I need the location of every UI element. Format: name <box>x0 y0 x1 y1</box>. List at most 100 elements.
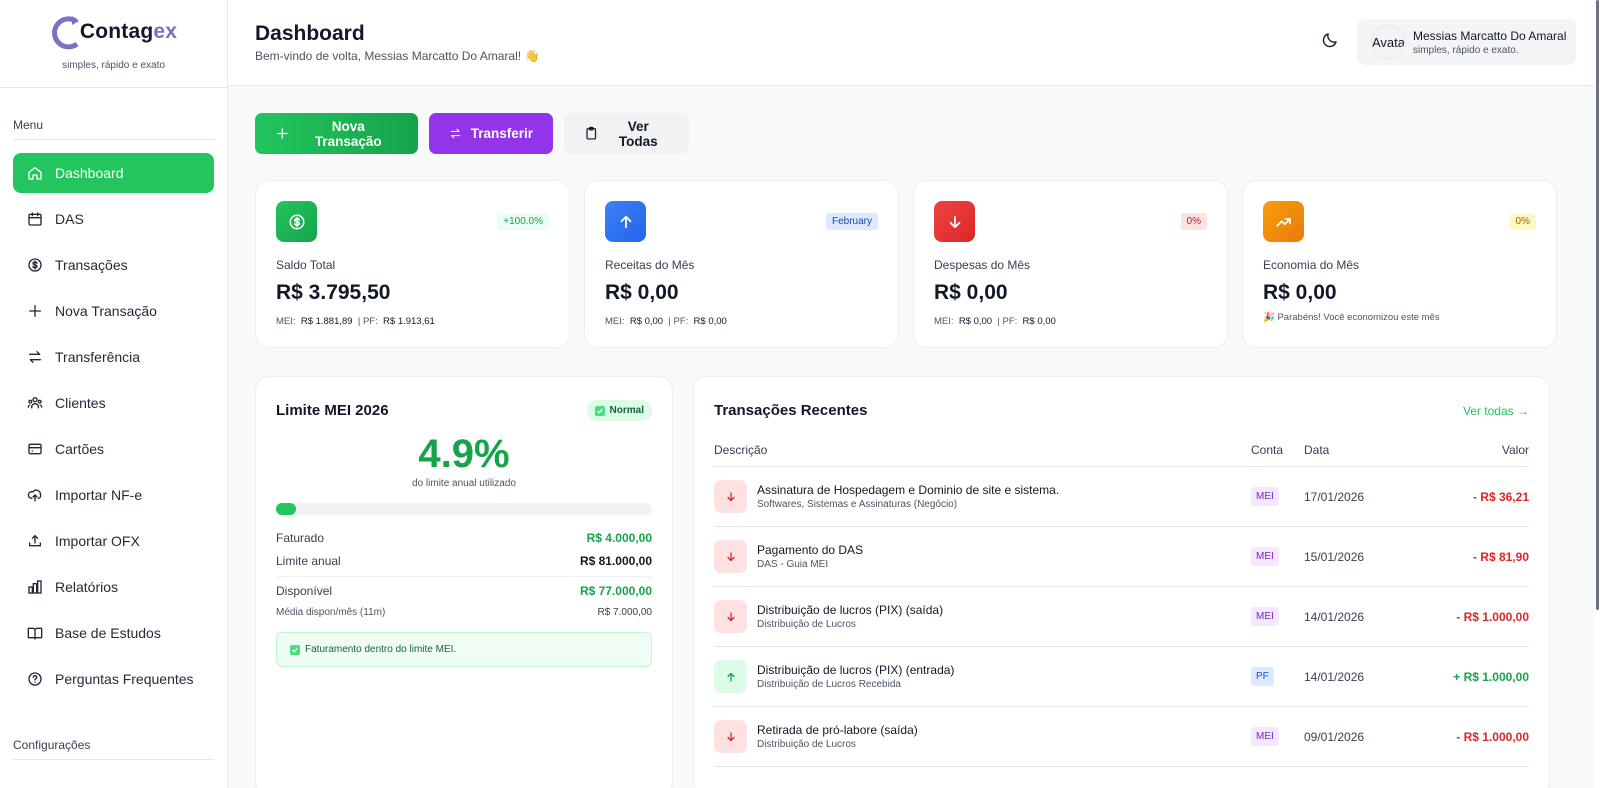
sidebar-item-label: Transações <box>55 257 128 273</box>
usage-caption: do limite anual utilizado <box>412 478 516 489</box>
view-all-button[interactable]: Ver Todas <box>564 113 689 154</box>
sidebar-item-label: Clientes <box>55 395 106 411</box>
welcome-message: Bem-vindo de volta, Messias Marcatto Do … <box>255 49 540 63</box>
dollar-circle-icon <box>27 257 43 273</box>
tx-date: 14/01/2026 <box>1304 609 1365 624</box>
tx-name: Distribuição de lucros (PIX) (saída) <box>757 603 944 617</box>
check-icon <box>594 405 605 416</box>
page-title: Dashboard <box>255 22 365 45</box>
arrow-down-icon <box>714 600 747 633</box>
tx-name: Assinatura de Hospedagem e Dominio de si… <box>757 483 1060 497</box>
account-badge: MEI <box>1251 607 1279 626</box>
sidebar-item-label: Importar NF-e <box>55 487 143 503</box>
column-data: Data <box>1304 443 1330 457</box>
user-menu[interactable]: Avatar Messias Marcatto Do Amaral simple… <box>1357 19 1576 65</box>
sidebar-item-clientes[interactable]: Clientes <box>13 383 214 423</box>
sidebar-item-importar-nfe[interactable]: Importar NF-e <box>13 475 214 515</box>
moon-icon <box>1321 31 1339 54</box>
sidebar-item-perguntas-frequentes[interactable]: Perguntas Frequentes <box>13 659 214 699</box>
transfer-icon <box>450 128 461 139</box>
sidebar-item-importar-ofx[interactable]: Importar OFX <box>13 521 214 561</box>
arrow-down-icon <box>714 720 747 753</box>
table-row[interactable]: Distribuição de lucros (PIX) (saída) Dist… <box>714 587 1529 647</box>
sidebar-item-transferencia[interactable]: Transferência <box>13 337 214 377</box>
sidebar-item-label: Nova Transação <box>55 303 157 319</box>
divider <box>276 576 652 577</box>
stat-label: Economia do Mês <box>1263 258 1360 272</box>
sidebar-item-cartoes[interactable]: Cartões <box>13 429 214 469</box>
recent-transactions-card: Transações Recentes Ver todas → Descriçã… <box>693 376 1550 788</box>
user-name: Messias Marcatto Do Amaral <box>1413 28 1567 43</box>
stat-value: R$ 0,00 <box>934 281 1008 304</box>
card-icon <box>27 441 43 457</box>
arrow-down-icon <box>714 540 747 573</box>
sidebar-item-relatorios[interactable]: Relatórios <box>13 567 214 607</box>
tx-category: Softwares, Sistemas e Assinaturas (Negóc… <box>757 499 958 510</box>
tx-value: - R$ 81,90 <box>1472 549 1529 564</box>
sidebar-item-transacoes[interactable]: Transações <box>13 245 214 285</box>
tx-category: Distribuição de Lucros <box>757 739 856 750</box>
config-section: Configurações <box>0 738 227 760</box>
tx-category: DAS - Guia MEI <box>757 559 829 570</box>
view-all-transactions-link[interactable]: Ver todas → <box>1462 404 1529 418</box>
scrollbar-thumb[interactable] <box>1596 0 1599 610</box>
tx-category: Distribuição de Lucros Recebida <box>757 679 901 690</box>
sidebar-item-label: Relatórios <box>55 579 119 595</box>
column-conta: Conta <box>1251 443 1284 457</box>
book-icon <box>27 625 43 641</box>
sidebar: Contagex simples, rápido e exato Menu Da… <box>0 0 228 788</box>
bar-chart-icon <box>27 579 43 595</box>
tx-value: - R$ 1.000,00 <box>1456 729 1529 744</box>
brand: Contagex simples, rápido e exato <box>0 0 227 88</box>
config-label: Configurações <box>13 738 214 760</box>
logo[interactable]: Contagex <box>50 12 177 52</box>
stat-breakdown: MEI: R$ 0,00 | PF: R$ 0,00 <box>605 316 727 327</box>
stat-card-economia: 0% Economia do Mês R$ 0,00 🎉 Parabéns! V… <box>1242 180 1557 348</box>
stat-card-receitas: February Receitas do Mês R$ 0,00 MEI: R$… <box>584 180 899 348</box>
calendar-icon <box>27 211 43 227</box>
table-row[interactable]: Retirada de pró-labore (saída) Distribuiç… <box>714 707 1529 767</box>
brand-tagline: simples, rápido e exato <box>62 60 165 71</box>
sidebar-item-dashboard[interactable]: Dashboard <box>13 153 214 193</box>
sidebar-item-das[interactable]: DAS <box>13 199 214 239</box>
upload-icon <box>27 533 43 549</box>
row-value: R$ 7.000,00 <box>597 607 653 618</box>
arrow-up-icon <box>714 660 747 693</box>
stat-card-despesas: 0% Despesas do Mês R$ 0,00 MEI: R$ 0,00 … <box>913 180 1228 348</box>
table-row[interactable]: Pagamento do DAS DAS - Guia MEI MEI 15/01… <box>714 527 1529 587</box>
month-badge: February <box>825 213 878 230</box>
tx-date: 17/01/2026 <box>1304 489 1365 504</box>
cloud-upload-icon <box>27 487 43 503</box>
tx-value: - R$ 1.000,00 <box>1456 609 1529 624</box>
limit-title: Limite MEI 2026 <box>276 402 389 419</box>
tx-value: - R$ 36,21 <box>1472 489 1529 504</box>
row-value: R$ 77.000,00 <box>579 584 652 598</box>
account-badge: PF <box>1251 667 1274 686</box>
row-value: R$ 81.000,00 <box>579 554 652 568</box>
sidebar-item-nova-transacao[interactable]: Nova Transação <box>13 291 214 331</box>
page-scrollbar[interactable] <box>1594 0 1600 788</box>
quick-actions: Nova Transação Transferir Ver Todas <box>255 113 689 154</box>
table-row[interactable]: Distribuição de lucros (PIX) (entrada) Di… <box>714 647 1529 707</box>
arrow-down-icon <box>714 480 747 513</box>
transfer-button[interactable]: Transferir <box>429 113 553 154</box>
sidebar-item-base-estudos[interactable]: Base de Estudos <box>13 613 214 653</box>
column-valor: Valor <box>1501 443 1529 457</box>
menu-label: Menu <box>13 118 214 140</box>
alert-text: Faturamento dentro do limite MEI. <box>305 644 457 655</box>
theme-toggle-button[interactable] <box>1318 30 1342 54</box>
new-transaction-button[interactable]: Nova Transação <box>255 113 418 154</box>
row-label: Disponível <box>276 584 333 598</box>
account-badge: MEI <box>1251 727 1279 746</box>
sidebar-item-label: DAS <box>55 211 84 227</box>
table-row[interactable]: Assinatura de Hospedagem e Dominio de si… <box>714 467 1529 527</box>
status-badge: Normal <box>586 400 652 421</box>
usage-progress-bar <box>276 503 652 515</box>
tx-date: 09/01/2026 <box>1304 729 1365 744</box>
tx-name: Retirada de pró-labore (saída) <box>757 723 918 737</box>
limit-alert: Faturamento dentro do limite MEI. <box>276 632 652 667</box>
column-descricao: Descrição <box>714 443 768 457</box>
users-icon <box>27 395 43 411</box>
help-circle-icon <box>27 671 43 687</box>
trend-badge: 0% <box>1509 213 1536 230</box>
